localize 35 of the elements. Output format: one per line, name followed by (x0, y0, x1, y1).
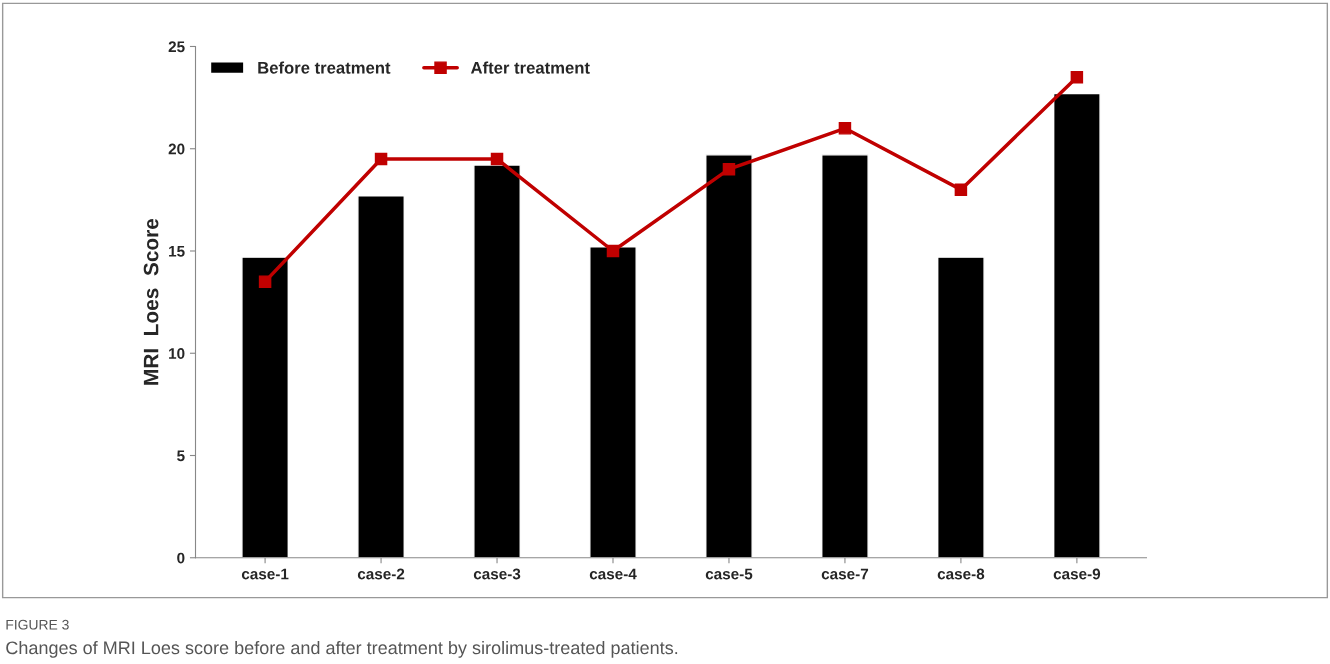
x-tick-label: case-7 (821, 568, 869, 580)
x-tick-label: case-5 (705, 568, 753, 580)
y-axis-title: MRI Loes Score (143, 218, 159, 385)
bar (1052, 92, 1101, 558)
caption: FIGURE 3 (6, 619, 69, 630)
y-tick-label: 10 (169, 348, 185, 359)
legend-label: After treatment (470, 61, 590, 74)
bar (821, 154, 869, 558)
point (722, 162, 736, 176)
point (954, 183, 968, 196)
x-tick-label: case-3 (473, 568, 521, 580)
x-tick-label: case-1 (241, 568, 289, 580)
x-tick-label: case-2 (357, 568, 405, 580)
point (258, 275, 272, 288)
bar (473, 164, 521, 558)
text: Changes of MRI Loes score before and after treatment by sirolimus-treated patients. (6, 640, 678, 658)
y-tick-label: 5 (177, 450, 185, 462)
point (374, 152, 388, 166)
y-tick-label: 15 (169, 246, 185, 257)
bar (589, 246, 637, 558)
point (838, 122, 852, 135)
point (606, 244, 620, 258)
x-tick-label: case-9 (1053, 568, 1101, 580)
bar (937, 256, 985, 558)
point (490, 152, 504, 166)
legend-label: Before treatment (258, 61, 391, 74)
y-tick-label: 0 (177, 552, 185, 564)
bar (705, 154, 753, 558)
x-tick-label: case-8 (937, 568, 985, 580)
x-tick-label: case-4 (589, 568, 637, 580)
point (1070, 70, 1084, 84)
y-tick-label: 20 (168, 143, 185, 155)
bar (241, 256, 289, 558)
bar (357, 195, 405, 558)
y-tick-label: 25 (168, 41, 185, 53)
